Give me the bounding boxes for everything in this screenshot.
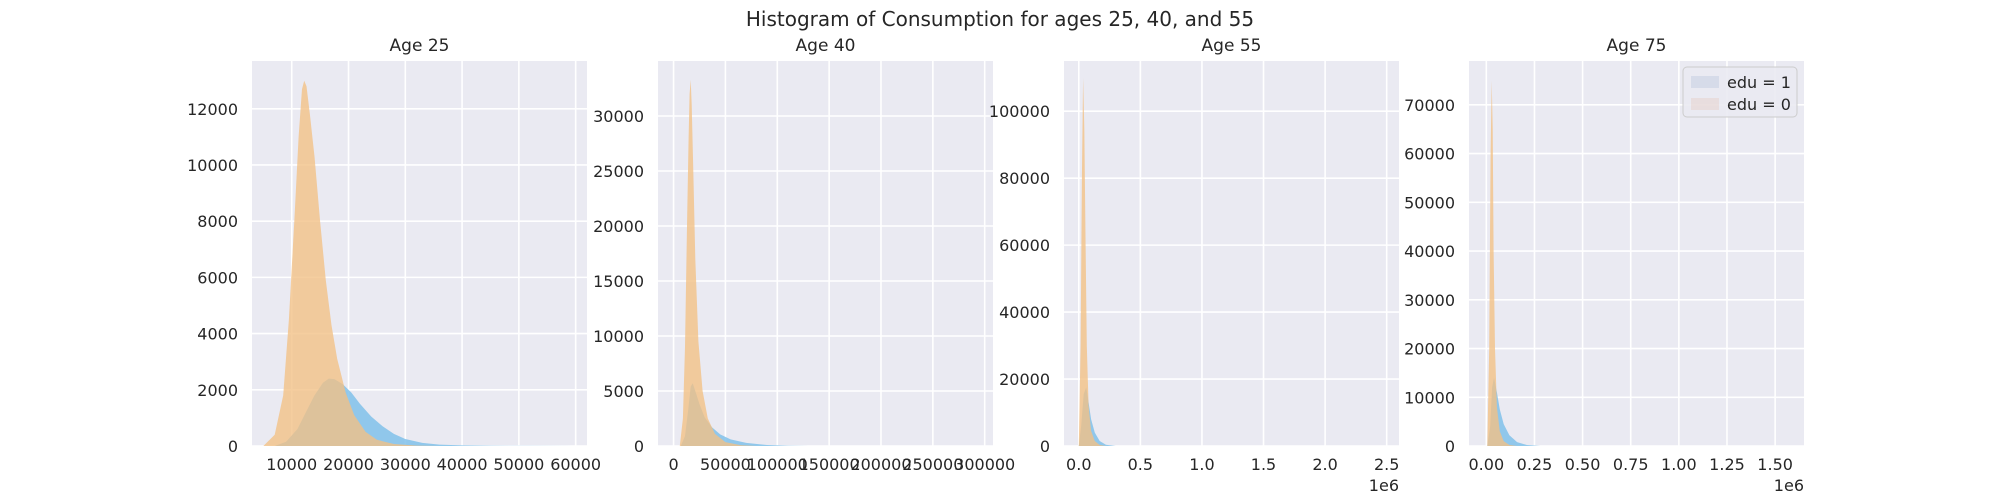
x-tick-label: 40000: [437, 455, 488, 474]
x-offset-label: 1e6: [1369, 476, 1399, 495]
panel-title: Age 55: [1202, 36, 1262, 56]
y-tick-label: 10000: [593, 327, 644, 346]
x-tick-label: 250000: [902, 455, 963, 474]
x-tick-label: 150000: [799, 455, 860, 474]
x-tick-label: 2.5: [1374, 455, 1399, 474]
panel-1: 10000 20000 30000 40000 50000 60000 0 2000 4000 6…: [187, 36, 601, 474]
legend-box: [1682, 66, 1798, 118]
y-tick-label: 100000: [989, 102, 1050, 121]
y-tick-label: 30000: [593, 107, 644, 126]
histogram-area-edu-0: [1078, 77, 1106, 446]
legend-swatch: [1691, 98, 1719, 110]
x-tick-label: 20000: [323, 455, 374, 474]
y-tick-label: 0: [1040, 437, 1050, 456]
y-tick-label: 50000: [1404, 193, 1455, 212]
y-tick-label: 25000: [593, 162, 644, 181]
x-tick-label: 30000: [380, 455, 431, 474]
y-tick-label: 2000: [197, 381, 238, 400]
legend-swatch: [1691, 76, 1719, 88]
histogram-area-edu-0: [1487, 80, 1518, 446]
y-tick-label: 10000: [1404, 388, 1455, 407]
y-tick-label: 15000: [593, 272, 644, 291]
y-tick-label: 5000: [603, 382, 644, 401]
x-tick-label: 300000: [954, 455, 1015, 474]
x-tick-label: 10000: [266, 455, 317, 474]
y-tick-label: 10000: [187, 156, 238, 175]
y-tick-label: 0: [228, 437, 238, 456]
y-tick-label: 20000: [999, 370, 1050, 389]
y-tick-label: 4000: [197, 325, 238, 344]
x-tick-label: 50000: [700, 455, 751, 474]
x-tick-label: 50000: [493, 455, 544, 474]
legend-label: edu = 0: [1727, 95, 1791, 114]
legend: edu = 1 edu = 0: [1682, 66, 1798, 118]
y-tick-label: 60000: [1404, 145, 1455, 164]
x-tick-label: 1.0: [1189, 455, 1214, 474]
x-tick-label: 1.25: [1709, 455, 1745, 474]
x-tick-label: 1.00: [1661, 455, 1697, 474]
panel-title: Age 75: [1607, 36, 1667, 56]
y-tick-label: 70000: [1404, 96, 1455, 115]
x-tick-label: 0.75: [1613, 455, 1649, 474]
histogram-area-edu-0: [679, 79, 757, 446]
y-tick-label: 60000: [999, 236, 1050, 255]
panel-4: 0.00 0.25 0.50 0.75 1.00 1.25 1.50 0 10000 20000 3…: [1404, 36, 1804, 495]
x-tick-label: 0: [668, 455, 678, 474]
x-tick-label: 200000: [850, 455, 911, 474]
y-tick-label: 80000: [999, 169, 1050, 188]
plot-area: [1064, 61, 1399, 446]
y-tick-label: 20000: [1404, 340, 1455, 359]
x-tick-label: 0.0: [1066, 455, 1091, 474]
figure-title: Histogram of Consumption for ages 25, 40…: [746, 7, 1254, 31]
y-tick-label: 8000: [197, 212, 238, 231]
plot-area: [658, 61, 993, 446]
x-tick-label: 0.25: [1517, 455, 1553, 474]
x-tick-label: 1.50: [1757, 455, 1793, 474]
y-tick-label: 6000: [197, 268, 238, 287]
x-tick-label: 100000: [747, 455, 808, 474]
y-tick-label: 40000: [999, 303, 1050, 322]
panel-title: Age 25: [390, 36, 450, 56]
y-tick-label: 12000: [187, 100, 238, 119]
y-tick-label: 20000: [593, 217, 644, 236]
x-tick-label: 0.50: [1565, 455, 1601, 474]
legend-label: edu = 1: [1727, 73, 1791, 92]
x-tick-label: 1.5: [1251, 455, 1276, 474]
y-tick-label: 0: [1445, 437, 1455, 456]
panel-title: Age 40: [796, 36, 856, 56]
x-offset-label: 1e6: [1774, 476, 1804, 495]
y-tick-label: 30000: [1404, 291, 1455, 310]
x-tick-label: 2.0: [1312, 455, 1337, 474]
panel-3: 0.0 0.5 1.0 1.5 2.0 2.5 0 20000 40000 60000 80000 1…: [989, 36, 1399, 495]
y-tick-label: 0: [634, 437, 644, 456]
histogram-area-edu-0: [263, 80, 440, 446]
plot-area: [1469, 61, 1804, 446]
y-tick-label: 40000: [1404, 242, 1455, 261]
x-tick-label: 0.00: [1469, 455, 1505, 474]
x-tick-label: 0.5: [1128, 455, 1153, 474]
histogram-area-edu-1: [1487, 377, 1541, 446]
x-tick-label: 60000: [550, 455, 601, 474]
